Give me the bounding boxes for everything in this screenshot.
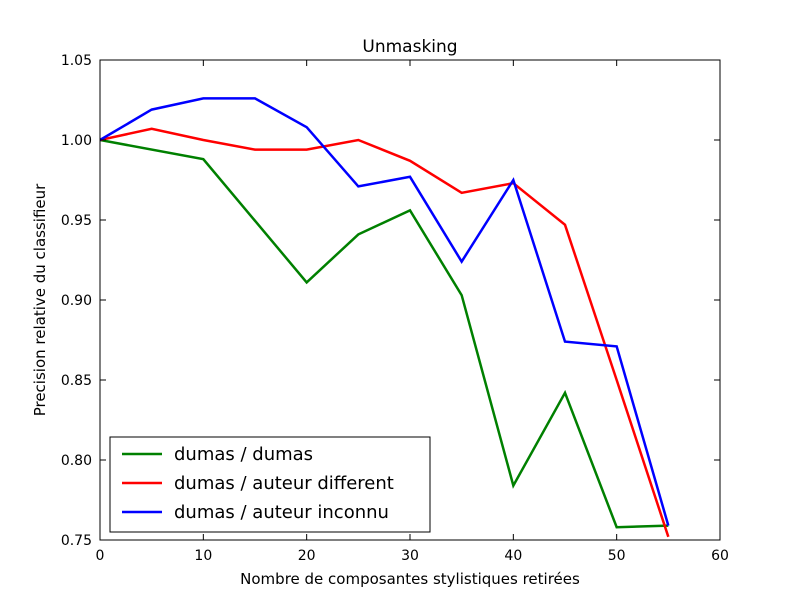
series-line-3 [100,97,670,526]
y-tick-label: 0.95 [61,213,92,229]
x-tick-label: 40 [504,548,522,564]
legend-box [109,436,431,533]
x-tick-label: 20 [298,548,316,564]
y-axis-label: Precision relative du classifieur [31,183,49,416]
series-line-1 [100,138,669,529]
x-axis-label: Nombre de composantes stylistiques retir… [240,570,580,588]
legend-label: dumas / dumas [174,444,313,465]
x-tick-label: 10 [194,548,212,564]
y-tick-label: 0.85 [61,373,92,389]
x-tick-label: 30 [401,548,419,564]
y-tick-label: 0.75 [61,533,92,549]
series-line-2 [100,127,670,538]
legend-label: dumas / auteur different [174,473,394,494]
y-tick-label: 0.80 [61,453,92,469]
y-tick-label: 0.90 [61,293,92,309]
plot-layer: 0 10 20 30 40 50 60 0.75 0.80 0.85 0.90 0.95 1.00 1.0… [61,53,729,564]
y-tick-label: 1.05 [61,53,92,69]
x-tick-label: 60 [711,548,729,564]
y-tick-label: 1.00 [61,133,92,149]
legend-label: dumas / auteur inconnu [174,502,389,523]
chart-title: Unmasking [362,37,457,57]
x-tick-label: 0 [96,548,105,564]
x-tick-label: 50 [608,548,626,564]
